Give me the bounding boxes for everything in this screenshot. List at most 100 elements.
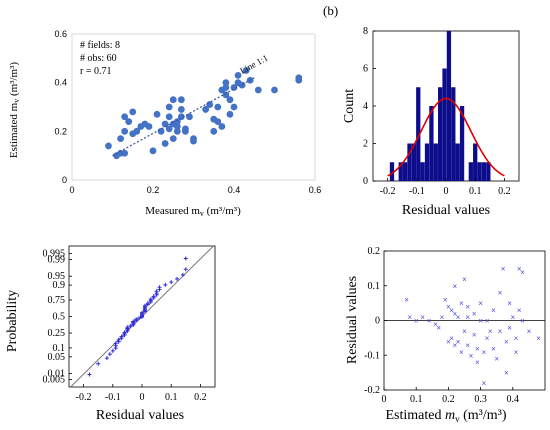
histogram-y-tick-label: 8 [363,26,368,37]
residual-point: × [485,317,490,326]
scatter-point [222,79,230,87]
probability-point [110,348,115,353]
scatter-y-axis-label: Estimated mv (m³/m³) [8,62,21,158]
residual-point: × [520,317,525,326]
scatter-point [133,127,141,135]
residual-point: × [507,323,512,332]
residual-point: × [485,334,490,343]
residual-point: × [462,327,467,336]
residual-x-tick-label: 0.2 [442,394,455,405]
residual-point: × [536,334,541,343]
probability-point [183,256,188,261]
probability-point [157,285,162,290]
scatter-point [169,96,177,104]
residual-y-axis-label: Residual values [345,276,360,364]
scatter-point [125,118,133,125]
scatter-point [129,108,137,116]
scatter-x-axis-label: Measured mv (m³/m³) [145,205,241,218]
probability-point [180,272,185,277]
residual-point: × [475,358,480,367]
scatter-point [214,118,222,125]
line-1-1-label: Line 1:1 [238,53,269,76]
scatter-x-tick-label: 0.6 [309,185,322,195]
probability-point [128,324,133,329]
residual-point: × [504,337,509,346]
residual-y-tick-label: 0.1 [368,281,381,292]
residual-point: × [456,337,461,346]
residual-point: × [478,299,483,308]
residual-point: × [507,299,512,308]
scatter-point [210,127,218,135]
residual-point: × [520,268,525,277]
probability-y-tick-label: 0.95 [48,271,66,282]
residual-point: × [517,264,522,273]
histogram-bar [486,162,491,181]
probability-point [87,372,92,377]
histogram-y-tick-label: 0 [363,176,368,187]
probability-y-axis-label: Probability [5,290,20,352]
probability-y-tick-label: 0.5 [53,312,66,323]
residual-point: × [462,275,467,284]
residual-point: × [449,334,454,343]
probability-y-tick-label: 0.75 [48,295,66,306]
scatter-point [121,113,129,121]
histogram-x-tick-label: 0.1 [469,186,482,197]
probability-point [163,282,168,287]
scatter-point [230,103,238,111]
residual-point: × [478,317,483,326]
scatter-annotation-fields: # fields: 8 [80,40,120,51]
probability-y-tick-label: 0.1 [53,343,66,354]
scatter-point [295,74,303,82]
probability-y-tick-label: 0.25 [48,328,66,339]
scatter-point [165,125,173,133]
residual-point: × [504,369,509,378]
histogram-bar [433,143,438,181]
probability-point [145,301,150,306]
histogram-bar [446,31,452,181]
histogram-bar [429,106,434,181]
residual-y-tick-label: 0.2 [368,246,381,257]
scatter-point [157,127,165,135]
residual-panel: ×× × × × ×××××××××××××××××××××××××××××××××××… [345,246,546,424]
probability-point [96,361,101,366]
scatter-point [149,147,157,155]
residual-point: × [475,344,480,353]
scatter-point [177,106,185,113]
histogram-bar [459,106,465,181]
scatter-point [117,135,124,143]
histogram-x-tick-label: -0.2 [380,186,396,197]
scatter-y-tick-label: 0.4 [54,78,67,88]
scatter-point [218,123,226,130]
scatter-point [206,101,214,108]
histogram-y-axis-label: Count [342,89,357,123]
residual-point: × [494,355,499,364]
residual-point: × [459,299,464,308]
scatter-annotation-r: r = 0.71 [80,66,111,77]
residual-point: × [449,306,454,315]
residual-x-tick-label: 0 [382,394,387,405]
scatter-point [161,140,169,147]
scatter-annotation-obs: # obs: 60 [80,53,117,64]
scatter-point [177,96,185,104]
scatter-point [222,91,230,99]
scatter-point [173,118,181,125]
scatter-panel: 0 0.2 0.4 0.6 0 0.2 0.4 0.6 Line 1:1 # fields: … [8,29,321,218]
residual-x-tick-label: 0.3 [474,394,487,405]
probability-x-tick-label: 0.2 [194,392,207,403]
residual-x-tick-label: 0.1 [410,394,423,405]
probability-x-tick-label: 0 [140,392,145,403]
residual-point: × [440,313,445,322]
residual-point: × [453,341,458,350]
probability-x-tick-label: -0.1 [105,392,121,403]
scatter-point [173,127,181,135]
scatter-point [173,123,181,130]
scatter-point [169,135,177,143]
histogram-bar [438,87,443,181]
histogram-bar [411,143,417,181]
scatter-plot-area [71,33,316,181]
scatter-point [271,86,278,94]
residual-point: × [469,351,474,360]
residual-point: × [465,341,470,350]
probability-point [134,317,139,322]
